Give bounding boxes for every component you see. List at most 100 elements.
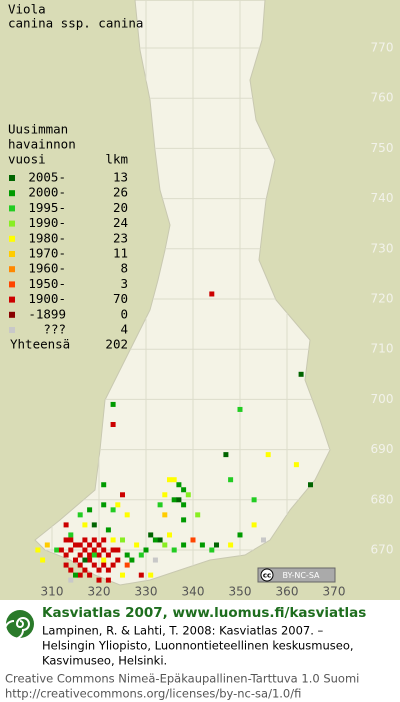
- y-tick-label: 680: [371, 492, 394, 506]
- observation-square: [73, 542, 78, 548]
- observation-square: [68, 532, 74, 538]
- x-tick-label: 320: [88, 585, 111, 599]
- observation-square: [91, 562, 97, 568]
- observation-square: [152, 537, 158, 543]
- footer-heading: Kasviatlas 2007, www.luomus.fi/kasviatla…: [42, 605, 366, 621]
- badge-circle: [260, 568, 274, 582]
- observation-square: [237, 532, 243, 538]
- legend-label: 2000-: [28, 185, 66, 200]
- observation-square: [251, 497, 257, 503]
- legend-heading: havainnon: [8, 137, 76, 152]
- observation-square: [228, 477, 234, 483]
- observation-square: [82, 567, 88, 573]
- observation-square: [199, 542, 205, 548]
- observation-square: [82, 557, 88, 563]
- observation-square: [96, 542, 102, 548]
- observation-square: [68, 577, 74, 583]
- observation-square: [308, 482, 313, 488]
- y-tick-label: 730: [371, 241, 394, 255]
- observation-square: [35, 547, 41, 553]
- observation-square: [101, 557, 107, 563]
- observation-square: [265, 452, 271, 458]
- observation-square: [101, 482, 107, 488]
- legend-heading: Uusimman: [8, 122, 68, 137]
- logo-disc: [6, 610, 34, 638]
- legend-label: 1980-: [28, 230, 66, 245]
- observation-square: [176, 497, 182, 503]
- observation-square: [105, 552, 111, 558]
- legend-heading: vuosi: [8, 152, 46, 167]
- citation-line: Helsingin Yliopisto, Luonnontieteellinen…: [42, 639, 354, 653]
- observation-square: [101, 547, 107, 553]
- observation-square: [171, 547, 177, 553]
- observation-square: [68, 547, 74, 553]
- observation-square: [40, 557, 46, 563]
- y-tick-label: 690: [371, 442, 394, 456]
- y-tick-label: 700: [371, 392, 394, 406]
- observation-square: [101, 537, 107, 543]
- x-tick-label: 370: [323, 585, 346, 599]
- observation-square: [190, 537, 196, 543]
- title: Viola: [8, 2, 46, 17]
- observation-square: [96, 577, 102, 583]
- observation-square: [148, 572, 154, 578]
- legend-label: -1899: [28, 306, 66, 321]
- legend-count: 26: [113, 185, 128, 200]
- legend-swatch: [9, 220, 15, 227]
- legend-total: 202: [105, 337, 128, 352]
- legend-label: 1960-: [28, 261, 66, 276]
- observation-square: [293, 462, 299, 468]
- legend-count: 13: [113, 170, 128, 185]
- observation-square: [68, 567, 74, 573]
- observation-square: [134, 542, 140, 548]
- x-tick-label: 360: [276, 585, 299, 599]
- observation-square: [115, 502, 121, 508]
- legend-count: 23: [113, 230, 128, 245]
- legend-label: 1990-: [28, 215, 66, 230]
- finland-outline: [34, 0, 331, 586]
- subtitle: canina ssp. canina: [8, 16, 143, 31]
- legend-count: 20: [113, 200, 128, 215]
- observation-square: [54, 547, 60, 553]
- observation-square: [58, 547, 64, 553]
- observation-square: [63, 537, 69, 543]
- legend-count: 4: [120, 322, 128, 337]
- observation-square: [77, 562, 83, 568]
- observation-square: [181, 487, 187, 493]
- observation-square: [63, 562, 69, 568]
- observation-square: [87, 542, 93, 548]
- observation-square: [73, 557, 78, 563]
- observation-square: [87, 557, 93, 563]
- observation-square: [101, 502, 107, 508]
- observation-square: [91, 547, 97, 553]
- legend-swatch: [9, 235, 15, 242]
- observation-square: [77, 572, 83, 578]
- observation-square: [77, 512, 83, 518]
- y-tick-label: 770: [371, 41, 394, 55]
- observation-square: [110, 507, 116, 513]
- observation-square: [167, 532, 172, 538]
- observation-square: [251, 522, 257, 528]
- observation-square: [162, 492, 168, 498]
- observation-square: [115, 547, 121, 553]
- observation-square: [261, 537, 266, 543]
- squares: [35, 291, 313, 583]
- observation-square: [77, 542, 83, 548]
- observation-square: [63, 552, 69, 558]
- y-tick-label: 720: [371, 292, 394, 306]
- badge-icon: cc: [263, 572, 271, 580]
- observation-square: [115, 557, 121, 563]
- observation-square: [176, 482, 182, 488]
- legend-label: 1900-: [28, 291, 66, 306]
- legend-swatch: [9, 266, 15, 273]
- observation-square: [105, 577, 111, 583]
- legend-label: 1995-: [28, 200, 66, 215]
- legend-count-heading: lkm: [105, 152, 128, 167]
- observation-square: [91, 537, 97, 543]
- observation-square: [152, 557, 158, 563]
- citation-line: Lampinen, R. & Lahti, T. 2008: Kasviatla…: [42, 624, 324, 638]
- legend-total-label: Yhteensä: [10, 337, 70, 352]
- observation-square: [105, 567, 111, 573]
- legend-swatch: [9, 175, 15, 181]
